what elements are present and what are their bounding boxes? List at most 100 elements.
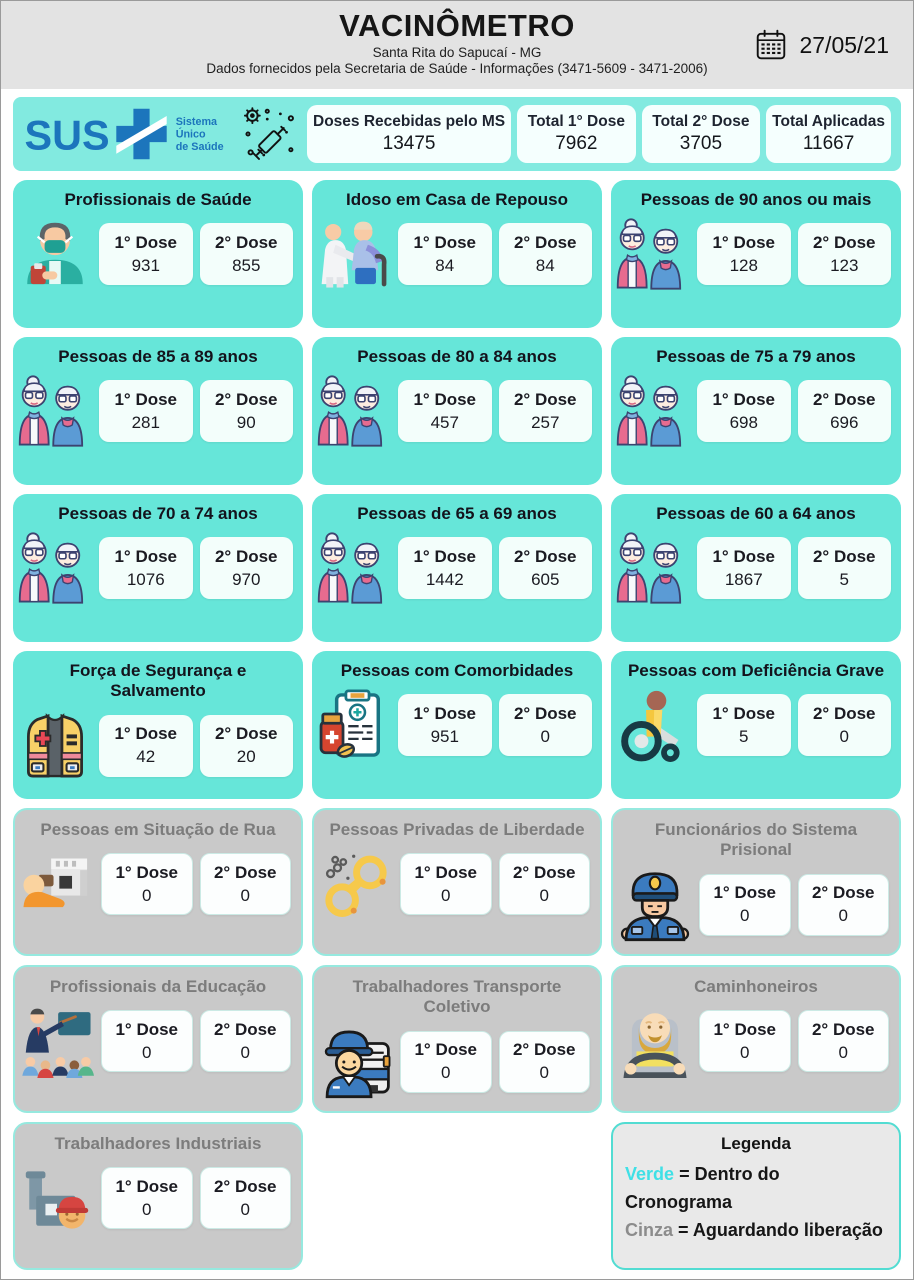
dose2-box: 2° Dose 0 (797, 873, 889, 936)
sus-logo: SUS Sistema Único de Saúde (25, 108, 224, 160)
dose2-label: 2° Dose (214, 724, 278, 744)
category-card: Pessoas de 75 a 79 anos 1° Dose 698 2° D… (611, 337, 901, 485)
homeless-person-icon (20, 847, 94, 921)
dose1-label: 1° Dose (413, 389, 477, 409)
elderly-couple-icon (18, 374, 92, 448)
dose2-label: 2° Dose (811, 883, 875, 903)
legend-card: Legenda Verde = Dentro do Cronograma Cin… (611, 1122, 901, 1270)
total-dose2-label: Total 2° Dose (652, 113, 750, 130)
teacher-icon (20, 1004, 94, 1078)
dose1-box: 1° Dose 0 (699, 873, 791, 936)
dose2-label: 2° Dose (812, 546, 876, 566)
dose1-box: 1° Dose 84 (398, 223, 492, 286)
health-worker-icon (18, 217, 92, 291)
dose1-label: 1° Dose (712, 703, 776, 723)
dose2-label: 2° Dose (811, 1019, 875, 1039)
legend-text-verde: = Dentro do Cronograma (625, 1164, 780, 1212)
dose1-value: 1076 (126, 569, 165, 589)
category-card: Trabalhadores Industriais 1° Dose 0 2° D… (13, 1122, 303, 1270)
dose2-box: 2° Dose 855 (199, 223, 293, 286)
dose1-box: 1° Dose 457 (398, 380, 492, 443)
dose2-label: 2° Dose (213, 1176, 277, 1196)
dose1-box: 1° Dose 281 (99, 380, 193, 443)
dose2-value: 90 (236, 412, 256, 432)
dose1-label: 1° Dose (713, 883, 777, 903)
factory-worker-icon (20, 1161, 94, 1235)
category-card: Força de Segurança e Salvamento 1° Dose … (13, 651, 303, 799)
police-officer-icon (618, 868, 692, 942)
dose2-label: 2° Dose (214, 232, 278, 252)
summary-banner: SUS Sistema Único de Saúde Doses Recebid… (13, 97, 901, 171)
legend-line-cinza: Cinza = Aguardando liberação (625, 1217, 887, 1245)
card-title: Trabalhadores Industriais (54, 1134, 262, 1153)
doses-recebidas-box: Doses Recebidas pelo MS 13475 (307, 105, 512, 163)
dose2-box: 2° Dose 0 (797, 694, 891, 757)
dose1-label: 1° Dose (115, 1176, 179, 1196)
card-title: Pessoas Privadas de Liberdade (329, 820, 585, 839)
category-cards-grid: Profissionais de Saúde 1° Dose 931 2° Do… (13, 180, 901, 1270)
card-body: 1° Dose 0 2° Dose 0 (15, 840, 301, 921)
total-dose1-label: Total 1° Dose (527, 113, 625, 130)
doses-recebidas-value: 13475 (382, 133, 436, 154)
total-aplicadas-box: Total Aplicadas 11667 (766, 105, 891, 163)
category-card: Pessoas de 70 a 74 anos 1° Dose 1076 2° … (13, 494, 303, 642)
elderly-couple-icon (317, 374, 391, 448)
dose1-box: 1° Dose 0 (101, 1167, 193, 1230)
card-body: 1° Dose 931 2° Dose 855 (13, 210, 303, 291)
dose1-box: 1° Dose 1867 (697, 537, 791, 600)
total-dose2-box: Total 2° Dose 3705 (641, 105, 761, 163)
dose1-value: 0 (441, 1063, 451, 1083)
dose2-label: 2° Dose (214, 389, 278, 409)
category-card: Pessoas em Situação de Rua 1° Dose 0 2° … (13, 808, 303, 956)
total-aplicadas-label: Total Aplicadas (772, 113, 885, 130)
category-card: Caminhoneiros 1° Dose 0 2° Dose 0 (611, 965, 901, 1113)
card-body: 1° Dose 0 2° Dose 0 (314, 1018, 600, 1099)
dose1-box: 1° Dose 0 (101, 1010, 193, 1073)
category-card: Pessoas de 65 a 69 anos 1° Dose 1442 2° … (312, 494, 602, 642)
card-body: 1° Dose 1076 2° Dose 970 (13, 524, 303, 605)
category-card: Trabalhadores Transporte Coletivo 1° Dos… (312, 965, 602, 1113)
category-card: Idoso em Casa de Repouso 1° Dose 84 2° D… (312, 180, 602, 328)
card-title: Pessoas com Deficiência Grave (627, 661, 885, 680)
dose1-label: 1° Dose (114, 389, 178, 409)
dose2-box: 2° Dose 0 (199, 1167, 291, 1230)
dose1-box: 1° Dose 42 (99, 714, 193, 777)
category-card: Profissionais da Educação 1° Dose 0 2° D… (13, 965, 303, 1113)
wheelchair-icon (616, 688, 690, 762)
dose2-value: 0 (539, 885, 549, 905)
dose1-box: 1° Dose 1076 (99, 537, 193, 600)
dose2-value: 20 (236, 747, 256, 767)
card-title: Pessoas de 70 a 74 anos (58, 504, 258, 523)
card-body: 1° Dose 128 2° Dose 123 (611, 210, 901, 291)
dose1-label: 1° Dose (413, 546, 477, 566)
dose1-label: 1° Dose (712, 389, 776, 409)
dose1-box: 1° Dose 5 (697, 694, 791, 757)
dose2-value: 696 (830, 412, 859, 432)
dose2-box: 2° Dose 123 (797, 223, 891, 286)
dose1-box: 1° Dose 0 (400, 853, 492, 916)
dose1-label: 1° Dose (413, 232, 477, 252)
dose2-value: 970 (232, 569, 261, 589)
dose2-value: 0 (240, 1199, 250, 1219)
dose1-box: 1° Dose 1442 (398, 537, 492, 600)
dose2-label: 2° Dose (214, 546, 278, 566)
card-title: Profissionais da Educação (49, 977, 267, 996)
dose1-value: 951 (430, 726, 459, 746)
dose2-box: 2° Dose 0 (797, 1010, 889, 1073)
category-card: Pessoas de 85 a 89 anos 1° Dose 281 2° D… (13, 337, 303, 485)
dose2-label: 2° Dose (513, 232, 577, 252)
bus-driver-icon (319, 1025, 393, 1099)
svg-text:SUS: SUS (25, 112, 110, 158)
dose1-value: 128 (729, 255, 758, 275)
total-aplicadas-value: 11667 (802, 133, 855, 154)
dose1-value: 0 (142, 1042, 152, 1062)
dose1-value: 0 (142, 1199, 152, 1219)
dose2-box: 2° Dose 0 (498, 853, 590, 916)
card-title: Pessoas de 65 a 69 anos (357, 504, 557, 523)
date-box: 27/05/21 (754, 28, 889, 62)
dose2-value: 5 (839, 569, 849, 589)
card-title: Funcionários do Sistema Prisional (654, 820, 858, 860)
dose1-label: 1° Dose (115, 1019, 179, 1039)
dose2-value: 0 (240, 885, 250, 905)
